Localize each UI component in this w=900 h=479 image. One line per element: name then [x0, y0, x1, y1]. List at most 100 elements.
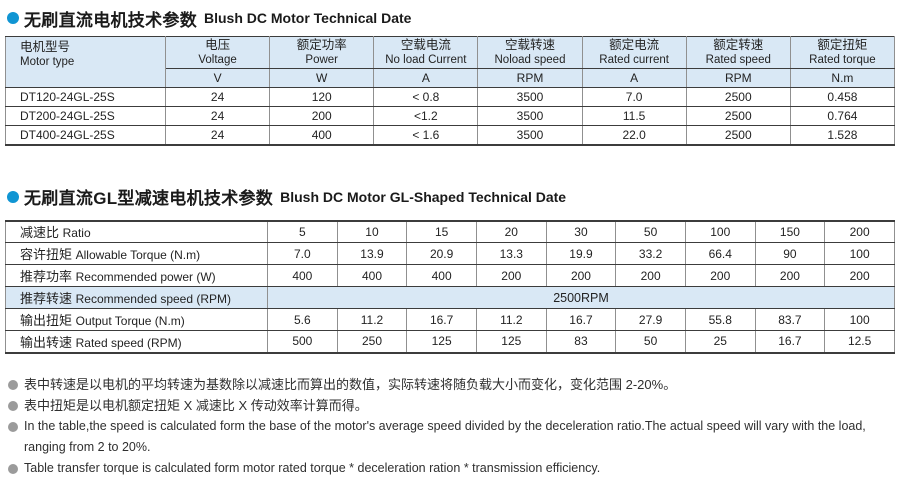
row-label-zh: 容许扭矩 [20, 247, 76, 262]
spec-value-cell: 200 [545, 264, 617, 287]
motor-model-cell: DT400-24GL-25S [5, 125, 166, 145]
spec-value-cell: 16.7 [545, 308, 617, 331]
spec-value-cell: 20.9 [406, 242, 477, 265]
spec-value-cell: 24 [164, 125, 271, 145]
spec-value-cell: 19.9 [545, 242, 617, 265]
col-header: 空载转速 Noload speed [477, 36, 583, 69]
unit-cell: A [581, 68, 687, 88]
spec-value-cell: 1.528 [789, 125, 896, 145]
spec-value-cell: 0.764 [789, 106, 896, 126]
row-label-en: Output Torque (N.m) [75, 314, 185, 328]
unit-cell: A [373, 68, 479, 88]
spec-value-cell: 100 [824, 242, 895, 265]
row-label-zh: 减速比 [20, 225, 63, 241]
col-header-en: Power [305, 54, 339, 66]
col-header-en: Rated torque [809, 54, 876, 66]
spec-value-cell: 2500 [685, 125, 791, 145]
spec-value-cell: 83.7 [754, 308, 826, 331]
gray-bullet-icon [8, 379, 18, 390]
spec-value-cell: 33.2 [615, 242, 686, 265]
motor-model-cell: DT120-24GL-25S [5, 87, 166, 107]
motor-model-cell: DT200-24GL-25S [5, 106, 166, 126]
unit-cell: RPM [477, 68, 583, 88]
row-label-en: Recommended speed (RPM) [75, 292, 232, 306]
spec-value-cell: 3500 [477, 106, 583, 126]
gear-motor-spec-table: 减速比 Ratio 5 10 15 20 30 50 100 150 200 容许扭矩 Allowa… [5, 219, 895, 354]
col-header-zh: 额定功率 [296, 38, 347, 52]
col-header-zh: 空载转速 [504, 38, 555, 52]
col-header: 空载电流 No load Current [373, 36, 479, 69]
spec-value-cell: 24 [164, 106, 271, 126]
col-header-zh: 额定转速 [713, 38, 764, 52]
spec-value-cell: 13.9 [336, 242, 408, 265]
row-label-cell: 输出扭矩 Output Torque (N.m) [5, 308, 268, 331]
spec-value-cell: 10 [336, 220, 408, 243]
spec-value-cell: 16.7 [754, 330, 826, 353]
spec-value-cell: 22.0 [581, 125, 687, 145]
gear-table-row: 推荐转速 Recommended speed (RPM) 2500RPM [5, 286, 895, 309]
col-header-zh: 额定扭矩 [817, 38, 868, 52]
spec-value-cell: 200 [754, 264, 826, 287]
col-header-en: Rated current [599, 54, 669, 66]
spec-value-cell: 0.458 [789, 87, 896, 107]
row-label-cell: 容许扭矩 Allowable Torque (N.m) [5, 242, 268, 265]
gray-bullet-icon [8, 400, 18, 411]
spec-value-cell: 16.7 [406, 308, 477, 331]
col-header-en: Rated speed [705, 54, 771, 66]
row-label-zh: 输出扭矩 [20, 313, 76, 328]
row-label-en: Rated speed (RPM) [75, 335, 182, 350]
spec-value-cell: 2500 [685, 106, 791, 126]
col-header: 额定功率 Power [269, 36, 375, 69]
row-label-zh: 推荐功率 [20, 269, 76, 284]
motor-spec-table: 电机型号 Motor type 电压 Voltage 额定功率 Power 空载电流 No l… [5, 36, 896, 146]
spec-value-cell: 100 [824, 308, 895, 331]
unit-cell: W [269, 68, 375, 88]
spec-value-cell: 400 [269, 125, 375, 145]
note-text: Table transfer torque is calculated form… [24, 460, 601, 475]
spec-value-cell: < 0.8 [373, 87, 479, 107]
spec-value-cell: 7.0 [581, 87, 687, 107]
spec-value-cell: 83 [545, 330, 617, 353]
spec-value-cell: 200 [824, 220, 895, 243]
row-label-cell: 减速比 Ratio [5, 220, 268, 243]
col-header: 额定电流 Rated current [581, 36, 687, 69]
spec-value-cell: < 1.6 [373, 125, 479, 145]
gear-table-row: 输出转速 Rated speed (RPM) 500 250 125 125 83 50 25… [5, 330, 895, 353]
spec-value-cell: 500 [267, 330, 338, 353]
spec-value-cell: 125 [406, 330, 477, 353]
spec-value-cell: 15 [406, 220, 477, 243]
gray-bullet-icon [8, 463, 18, 474]
spec-value-cell: 5 [267, 220, 338, 243]
spec-value-cell: 27.9 [615, 308, 686, 331]
merged-value-cell: 2500RPM [267, 286, 895, 309]
col-header-zh: 电压 [205, 38, 231, 52]
spec-value-cell: 90 [754, 242, 826, 265]
spec-value-cell: 25 [684, 330, 756, 353]
spec-value-cell: 13.3 [475, 242, 547, 265]
note-item: 表中转速是以电机的平均转速为基数除以减速比而算出的数值，实际转速将随负载大小而变… [8, 374, 895, 395]
motor-table-row: DT400-24GL-25S 24 400 < 1.6 3500 22.0 2500 1.52… [5, 125, 896, 145]
motor-table-header-row: 电机型号 Motor type 电压 Voltage 额定功率 Power 空载电流 No l… [5, 36, 896, 88]
spec-value-cell: 50 [615, 220, 686, 243]
spec-value-cell: 400 [267, 264, 338, 287]
row-label-en: Allowable Torque (N.m) [75, 248, 201, 262]
spec-value-cell: 120 [269, 87, 375, 107]
note-item: In the table,the speed is calculated for… [8, 416, 895, 458]
col-header-en: No load Current [385, 54, 467, 66]
blue-bullet-icon [7, 12, 19, 24]
row-label-zh: 输出转速 [20, 334, 76, 350]
spec-value-cell: 12.5 [824, 330, 895, 353]
section1-title: 无刷直流电机技术参数 Blush DC Motor Technical Date [5, 7, 895, 30]
motor-table-row: DT120-24GL-25S 24 120 < 0.8 3500 7.0 2500 0.458 [5, 87, 896, 107]
row-label-cell: 输出转速 Rated speed (RPM) [5, 330, 268, 353]
spec-value-cell: 400 [406, 264, 477, 287]
motor-table-row: DT200-24GL-25S 24 200 <1.2 3500 11.5 2500 0.764 [5, 106, 896, 126]
gear-table-row: 输出扭矩 Output Torque (N.m) 5.6 11.2 16.7 11.2 1… [5, 308, 895, 331]
spec-value-cell: 11.2 [336, 308, 408, 331]
unit-cell: V [164, 68, 271, 88]
spec-value-cell: 30 [545, 220, 617, 243]
row-label-cell: 推荐功率 Recommended power (W) [5, 264, 268, 287]
spec-value-cell: 200 [615, 264, 686, 287]
section1-title-zh: 无刷直流电机技术参数 [24, 10, 197, 30]
gear-table-row: 容许扭矩 Allowable Torque (N.m) 7.0 13.9 20.9 13… [5, 242, 895, 265]
